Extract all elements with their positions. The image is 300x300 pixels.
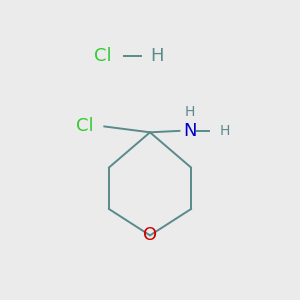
- Text: Cl: Cl: [94, 47, 112, 65]
- Text: N: N: [183, 122, 196, 140]
- Text: H: H: [184, 105, 195, 119]
- Text: Cl: Cl: [76, 117, 94, 135]
- Text: O: O: [143, 226, 157, 244]
- Text: H: H: [150, 47, 164, 65]
- Text: H: H: [219, 124, 230, 138]
